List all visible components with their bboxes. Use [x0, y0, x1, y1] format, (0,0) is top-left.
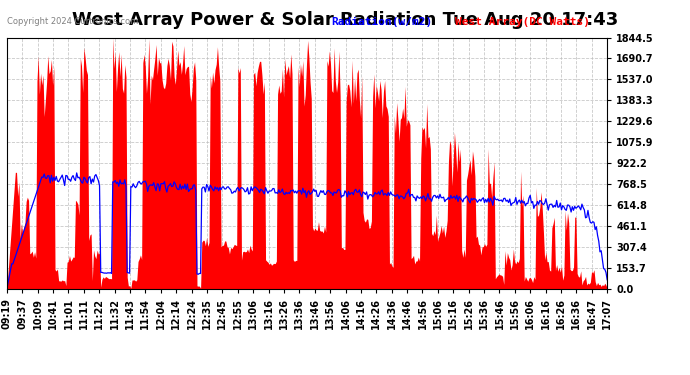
Text: Radiation(w/m2): Radiation(w/m2) — [331, 17, 433, 27]
Text: Copyright 2024 Curtronics.com: Copyright 2024 Curtronics.com — [7, 17, 138, 26]
Text: West Array(DC Watts): West Array(DC Watts) — [455, 17, 591, 27]
Text: West Array Power & Solar Radiation Tue Aug 20 17:43: West Array Power & Solar Radiation Tue A… — [72, 11, 618, 29]
